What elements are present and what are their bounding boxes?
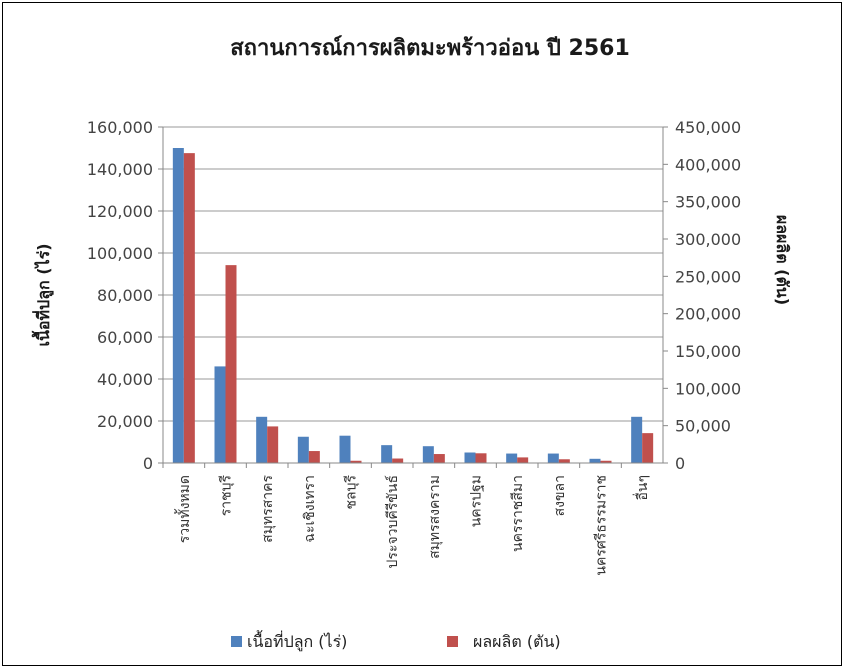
legend-label: ผลผลิต (ตัน) <box>473 632 561 651</box>
bar-area <box>506 453 518 463</box>
bar-yield <box>183 153 195 463</box>
bar-area <box>381 445 393 463</box>
bar-yield <box>350 460 362 463</box>
bar-yield <box>267 426 279 463</box>
chart: สถานการณ์การผลิตมะพร้าวอ่อน ปี 2561 0 20,… <box>31 35 792 652</box>
legend-swatch <box>447 636 458 647</box>
bar-area <box>214 366 226 463</box>
right-axis-ticks: 0 50,000 100,000 150,000 200,000 250,000 300,0… <box>663 118 741 473</box>
gridlines <box>163 126 663 464</box>
right-tick-label: 400,000 <box>675 155 741 174</box>
category-label: นครศรีธรรมราช <box>594 475 610 576</box>
legend: เนื้อที่ปลูก (ไร่) ผลผลิต (ตัน) <box>231 630 561 652</box>
left-axis-title: เนื้อที่ปลูก (ไร่) <box>31 243 55 346</box>
bar-yield <box>475 453 487 463</box>
bar-area <box>631 416 643 463</box>
bar-area <box>172 148 184 463</box>
left-axis-ticks: 0 20,000 40,000 60,000 80,000 100,000 120,000 1… <box>87 118 163 473</box>
bar-yield <box>600 460 612 463</box>
right-tick-label: 250,000 <box>675 267 741 286</box>
left-tick-label: 80,000 <box>97 286 153 305</box>
category-label: สมุทรสงคราม <box>427 475 443 559</box>
bar-area <box>256 416 268 463</box>
category-label: ประจวบคีรีขันธ์ <box>384 475 401 568</box>
bar-area <box>547 453 559 463</box>
left-tick-label: 0 <box>143 454 153 473</box>
category-label: ราชบุรี <box>219 475 235 517</box>
right-tick-label: 200,000 <box>675 305 741 324</box>
left-tick-label: 100,000 <box>87 244 153 263</box>
bar-area <box>339 435 351 463</box>
right-tick-label: 50,000 <box>675 417 731 436</box>
right-tick-label: 300,000 <box>675 230 741 249</box>
left-tick-label: 20,000 <box>97 412 153 431</box>
right-tick-label: 450,000 <box>675 118 741 137</box>
category-label: อื่นๆ <box>633 475 651 501</box>
category-label: ฉะเชิงเทรา <box>302 475 318 543</box>
bar-area <box>422 446 434 463</box>
bar-yield <box>392 458 404 463</box>
category-label: นครราชสีมา <box>510 475 526 552</box>
category-label: สมุทรสาคร <box>260 475 276 543</box>
left-tick-label: 60,000 <box>97 328 153 347</box>
right-axis-title: ผลผลิต (ตัน) <box>773 215 792 305</box>
right-tick-label: 350,000 <box>675 193 741 212</box>
category-label: ชลบุรี <box>344 475 360 510</box>
bar-area <box>297 436 309 463</box>
bar-yield <box>225 265 237 463</box>
bars <box>172 148 654 463</box>
category-label: สงขลา <box>552 475 568 516</box>
bar-yield <box>517 457 529 463</box>
chart-title: สถานการณ์การผลิตมะพร้าวอ่อน ปี 2561 <box>230 35 630 61</box>
legend-label: เนื้อที่ปลูก (ไร่) <box>247 630 347 652</box>
left-tick-label: 140,000 <box>87 160 153 179</box>
bar-yield <box>558 459 570 463</box>
bar-area <box>464 452 476 463</box>
category-label: นครปฐม <box>469 475 485 527</box>
bar-yield <box>308 451 320 463</box>
left-tick-label: 120,000 <box>87 202 153 221</box>
axes <box>162 127 664 468</box>
category-labels: รวมทั้งหมด ราชบุรี สมุทรสาคร ฉะเชิงเทรา ชลบุ… <box>174 475 651 576</box>
left-tick-label: 40,000 <box>97 370 153 389</box>
bar-yield <box>642 433 654 463</box>
bar-yield <box>433 454 445 463</box>
right-tick-label: 100,000 <box>675 379 741 398</box>
bar-area <box>589 458 601 463</box>
right-tick-label: 0 <box>675 454 685 473</box>
category-label: รวมทั้งหมด <box>174 475 193 543</box>
legend-swatch <box>231 636 242 647</box>
left-tick-label: 160,000 <box>87 118 153 137</box>
right-tick-label: 150,000 <box>675 342 741 361</box>
